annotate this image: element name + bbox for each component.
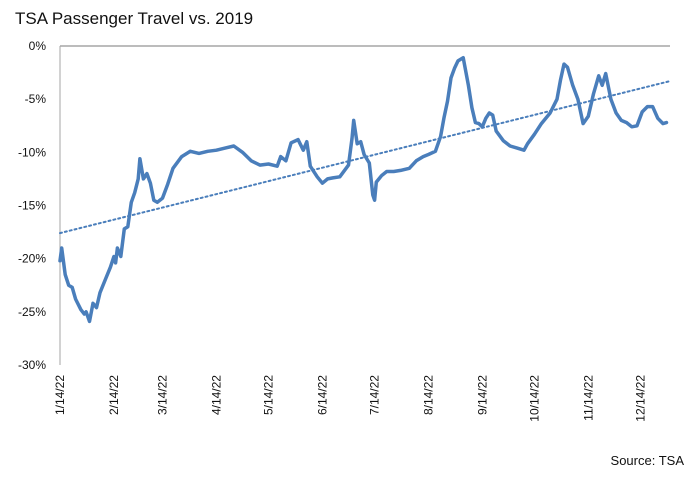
y-tick-label: -30% (18, 358, 46, 372)
x-tick-label: 12/14/22 (633, 375, 647, 422)
x-tick-label: 6/14/22 (315, 375, 329, 415)
y-tick-label: -20% (18, 252, 46, 266)
x-tick-label: 10/14/22 (527, 375, 541, 422)
x-tick-label: 1/14/22 (53, 375, 67, 415)
y-tick-label: -15% (18, 199, 46, 213)
x-tick-label: 11/14/22 (581, 375, 595, 421)
y-tick-label: -5% (25, 92, 47, 106)
trendline-series (59, 80, 671, 235)
x-tick-label: 8/14/22 (421, 375, 435, 415)
x-tick-label: 3/14/22 (156, 375, 170, 415)
x-tick-label: 9/14/22 (475, 375, 489, 415)
x-tick-label: 2/14/22 (107, 375, 121, 415)
x-tick-label: 7/14/22 (368, 375, 382, 415)
chart-title: TSA Passenger Travel vs. 2019 (15, 9, 254, 28)
passenger-travel-series (58, 55, 669, 324)
y-tick-label: -10% (18, 145, 46, 159)
y-tick-label: -25% (18, 305, 46, 319)
x-tick-label: 5/14/22 (262, 375, 276, 415)
y-tick-label: 0% (29, 39, 47, 53)
source-note: Source: TSA (610, 453, 684, 468)
x-tick-label: 4/14/22 (209, 375, 223, 415)
